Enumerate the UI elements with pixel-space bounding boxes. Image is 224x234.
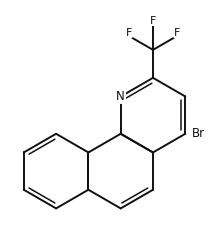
Text: Br: Br <box>192 127 205 140</box>
Text: N: N <box>116 90 125 103</box>
Text: F: F <box>126 28 132 38</box>
Text: F: F <box>174 28 180 38</box>
Text: F: F <box>150 16 156 26</box>
